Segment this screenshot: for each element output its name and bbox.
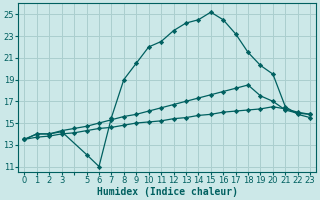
X-axis label: Humidex (Indice chaleur): Humidex (Indice chaleur)	[97, 186, 238, 197]
